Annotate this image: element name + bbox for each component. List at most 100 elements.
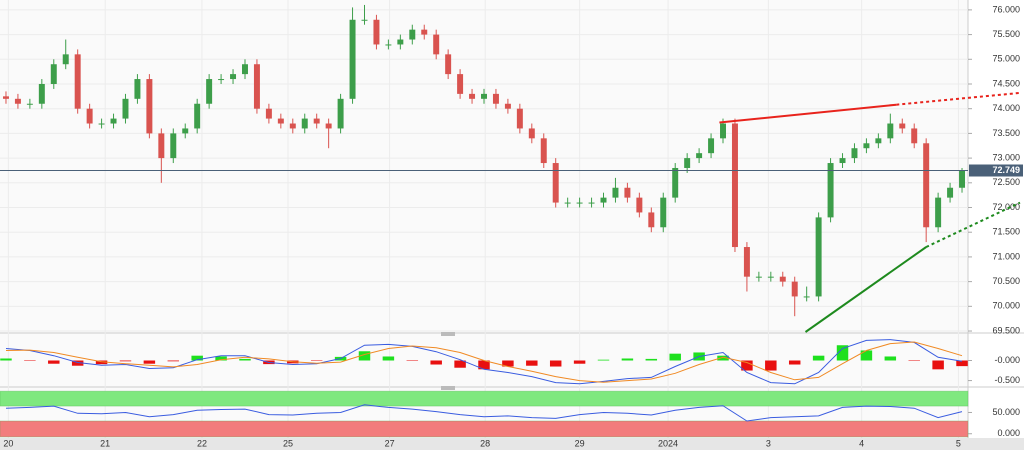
y-tick-label: 73.000 [992, 152, 1020, 162]
trendline-extension [896, 91, 1021, 106]
series-line [5, 341, 963, 383]
candle-body [265, 108, 272, 119]
candle-body [564, 202, 571, 204]
candle-body [528, 128, 535, 139]
candle-body [504, 103, 511, 109]
candle-body [218, 79, 225, 81]
x-tick-label: 2024 [658, 438, 678, 448]
candle-body [743, 247, 750, 277]
histogram-bar [669, 353, 681, 361]
histogram-bar [860, 350, 873, 361]
candle-body [74, 54, 81, 109]
y-tick-label: 75.500 [992, 29, 1020, 39]
last-price-label: 72.749 [992, 165, 1020, 175]
trendline [804, 246, 927, 333]
candle-body [648, 212, 655, 228]
candle-body [779, 276, 786, 282]
band [0, 390, 969, 407]
candle-body [409, 29, 416, 40]
candle-body [14, 98, 21, 104]
histogram-bar [71, 360, 84, 366]
candle-body [289, 123, 296, 129]
candle-body [576, 202, 583, 204]
candle-body [815, 217, 822, 297]
candle-body [98, 123, 105, 125]
y-tick-label: 74.000 [992, 103, 1020, 113]
candle-body [923, 143, 930, 228]
histogram-bar [573, 360, 586, 364]
candle-body [588, 202, 595, 204]
candle-body [935, 197, 942, 228]
histogram-bar [454, 360, 466, 368]
histogram-bar [597, 359, 610, 361]
candle-body [385, 44, 392, 46]
candle-body [636, 197, 643, 213]
histogram-bar [502, 360, 514, 367]
y-tick-label: 75.000 [992, 54, 1020, 64]
candle-body [445, 54, 452, 75]
histogram-bar [143, 360, 156, 364]
candle-body [481, 93, 487, 99]
candle-body [62, 54, 69, 65]
x-tick-label: 25 [283, 438, 293, 448]
x-axis-strip [0, 438, 1024, 450]
candle-body [26, 103, 33, 105]
candle-body [277, 118, 284, 124]
candle-body [134, 79, 141, 99]
candle-body [803, 296, 810, 298]
candle-body [767, 276, 774, 278]
histogram-bar [741, 360, 753, 371]
candle-body [540, 138, 547, 164]
y-tick-label: 50.000 [992, 407, 1020, 417]
candle-body [253, 64, 260, 109]
x-tick-label: 22 [197, 438, 207, 448]
candle-body [122, 98, 129, 119]
x-tick-label: 5 [956, 438, 961, 448]
y-tick-label: 72.000 [992, 202, 1020, 212]
histogram-bar [382, 356, 395, 361]
resize-handle[interactable] [441, 386, 455, 390]
candle-body [959, 170, 966, 188]
candle-body [827, 163, 834, 218]
y-tick-label: 74.500 [992, 78, 1020, 88]
candle-body [206, 79, 213, 104]
candle-body [349, 19, 356, 99]
candle-body [947, 187, 954, 198]
histogram-bar [24, 360, 36, 361]
candle-body [337, 98, 344, 129]
y-tick-label: 0.000 [997, 428, 1020, 438]
candle-body [158, 133, 165, 159]
candle-body [182, 128, 189, 134]
histogram-bar [406, 360, 419, 361]
plot-background [0, 0, 968, 438]
candle-body [50, 64, 57, 84]
y-tick-label: -0.500 [994, 375, 1020, 385]
histogram-bar [95, 360, 108, 365]
x-tick-label: 21 [100, 438, 110, 448]
candle-body [600, 197, 607, 203]
candle-body [660, 197, 667, 228]
candle-body [421, 29, 428, 35]
y-tick-label: 69.500 [992, 325, 1020, 335]
histogram-bar [526, 360, 538, 366]
candle-body [230, 74, 237, 80]
candle-body [863, 143, 870, 149]
histogram-bar [788, 360, 801, 365]
y-tick-label: 73.500 [992, 128, 1020, 138]
candle-body [397, 39, 404, 45]
candle-body [373, 19, 380, 45]
histogram-bar [765, 360, 777, 371]
y-tick-label: 70.500 [992, 276, 1020, 286]
histogram-bar [717, 355, 729, 361]
candle-body [2, 96, 9, 99]
band [0, 420, 969, 438]
candle-body [301, 118, 308, 129]
histogram-bar [239, 358, 251, 361]
histogram-bar [215, 356, 227, 361]
candle-body [242, 64, 248, 75]
resize-handle[interactable] [441, 332, 455, 336]
candle-body [433, 34, 440, 55]
histogram-bar [191, 355, 203, 361]
x-tick-label: 4 [859, 438, 864, 448]
histogram-bar [0, 358, 12, 361]
